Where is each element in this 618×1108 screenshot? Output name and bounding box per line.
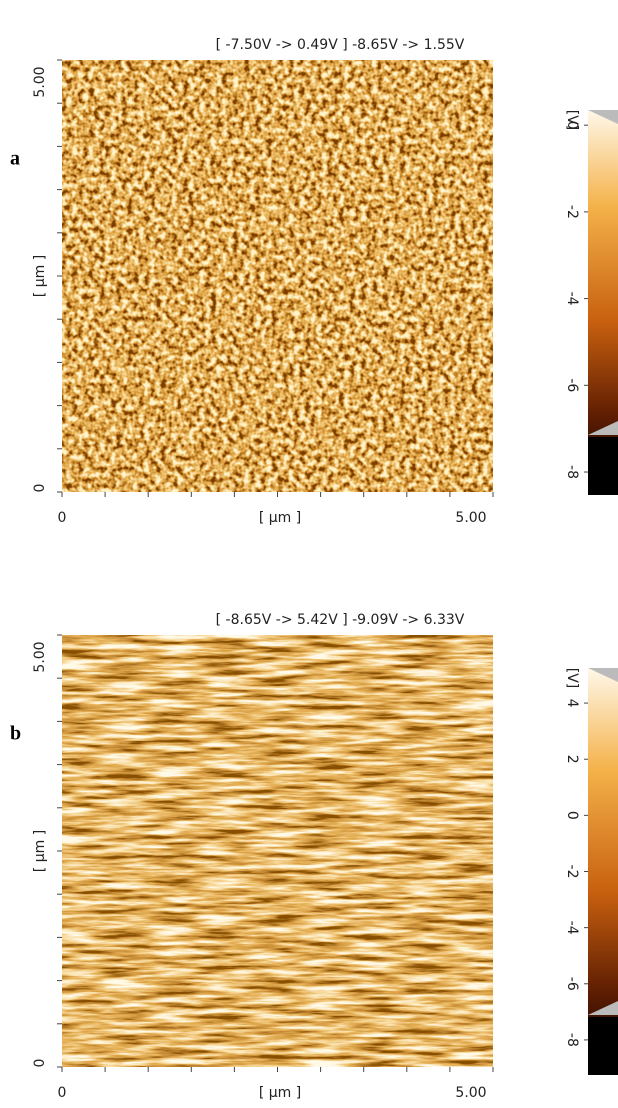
range-marker (588, 1001, 618, 1015)
range-marker (588, 668, 618, 682)
range-block (588, 1017, 618, 1075)
x-tick-label: 5.00 (455, 1085, 486, 1101)
colorbar-tick-label: 2 (564, 755, 580, 764)
colorbar-tick-label: -8 (564, 465, 580, 479)
colorbar-unit: [V] (564, 668, 580, 689)
x-tick-label: 0 (58, 1085, 67, 1101)
colorbar-tick-label: -8 (564, 1033, 580, 1047)
y-axis-label: [ µm ] (32, 255, 48, 297)
panel-label: b (10, 723, 21, 745)
panel-label: a (10, 148, 20, 170)
colorbar-tick-label: -6 (564, 378, 580, 392)
range-marker (588, 110, 618, 124)
range-text: [ -8.65V -> 5.42V ] -9.09V -> 6.33V (216, 612, 465, 628)
y-tick-label: 0 (32, 484, 48, 493)
colorbar-tick-label: -2 (564, 205, 580, 219)
x-axis-label: [ µm ] (259, 510, 301, 526)
colorbar-tick-label: 0 (564, 811, 580, 820)
afm-image (62, 635, 493, 1067)
y-axis-label: [ µm ] (32, 830, 48, 872)
colorbar-tick-label: -2 (564, 865, 580, 879)
colorbar-tick-label: -6 (564, 977, 580, 991)
afm-image (62, 60, 493, 492)
colorbar-tick-label: 4 (564, 699, 580, 708)
range-marker (588, 421, 618, 435)
y-tick-label: 5.00 (32, 641, 48, 672)
colorbar-unit: [V] (564, 110, 580, 131)
colorbar-tick-label: -4 (564, 292, 580, 306)
y-tick-label: 5.00 (32, 66, 48, 97)
colorbar-tick-label: -4 (564, 921, 580, 935)
x-tick-label: 5.00 (455, 510, 486, 526)
x-axis-label: [ µm ] (259, 1085, 301, 1101)
y-tick-label: 0 (32, 1059, 48, 1068)
x-tick-label: 0 (58, 510, 67, 526)
colorbar-tick-label: 0 (564, 121, 580, 130)
range-text: [ -7.50V -> 0.49V ] -8.65V -> 1.55V (216, 37, 465, 53)
range-block (588, 437, 618, 495)
